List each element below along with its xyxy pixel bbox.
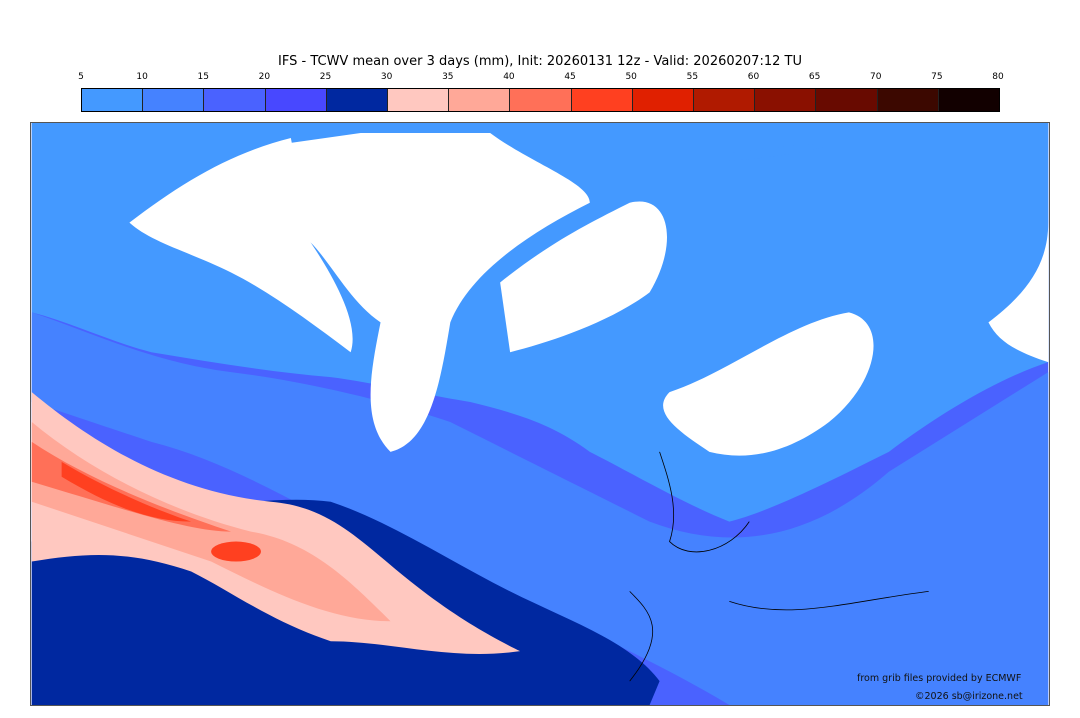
- moist-plume-mid: [31, 421, 391, 622]
- colorbar-tick-label: 30: [380, 72, 393, 82]
- colorbar-tick-label: 80: [992, 72, 1004, 82]
- colorbar-ticks: 5 10 15 20 25 30 35 40 45 50 55 60 65 70 75 80: [78, 72, 1004, 84]
- map-title: IFS - TCWV mean over 3 days (mm), Init: …: [278, 54, 802, 69]
- colorbar-segment: [816, 89, 878, 111]
- colorbar-tick-label: 35: [442, 72, 454, 82]
- source-credit: from grib files provided by ECMWF: [857, 673, 1022, 684]
- colorbar-segment: [938, 89, 1000, 111]
- colorbar-tick-label: 70: [869, 72, 882, 82]
- greenland-coast: [500, 201, 668, 353]
- moist-plume-core: [31, 441, 232, 532]
- arctic-ocean-band: [729, 144, 830, 161]
- colorbar-segment: [755, 89, 817, 111]
- moist-spot: [211, 541, 261, 562]
- colorbar-segment: [571, 89, 633, 111]
- colorbar: [81, 88, 1000, 112]
- colorbar-tick-label: 20: [258, 72, 271, 82]
- greenland-ice-low: [286, 132, 590, 452]
- colorbar-segment: [694, 89, 756, 111]
- colorbar-tick-label: 75: [931, 72, 943, 82]
- mid-band: [31, 312, 1049, 705]
- colorbar-tick-label: 65: [808, 72, 821, 82]
- colorbar-segment: [388, 89, 450, 111]
- colorbar-segment: [204, 89, 266, 111]
- coastline-europe: [629, 451, 929, 682]
- colorbar-segment: [265, 89, 327, 111]
- colorbar-tick-label: 15: [197, 72, 209, 82]
- copyright-credit: ©2026 sb@irizone.net: [915, 691, 1023, 702]
- colorbar-tick-label: 40: [503, 72, 515, 82]
- colorbar-segment: [510, 89, 572, 111]
- colorbar-tick-label: 55: [686, 72, 699, 82]
- tcwv-map: [30, 122, 1050, 706]
- colorbar-tick-label: 10: [136, 72, 148, 82]
- moist-plume-light: [31, 392, 521, 654]
- scandinavia-dry: [663, 312, 874, 456]
- colorbar-tick-label: 45: [564, 72, 576, 82]
- colorbar-tick-label: 25: [319, 72, 332, 82]
- colorbar-tick-label: 50: [625, 72, 637, 82]
- colorbar-tick-label: 5: [78, 72, 84, 82]
- arctic-canada-dry: [129, 137, 353, 353]
- russia-dry: [988, 222, 1049, 363]
- colorbar-tick-label: 60: [747, 72, 760, 82]
- colorbar-segment: [449, 89, 511, 111]
- colorbar-segment: [632, 89, 695, 111]
- colorbar-segment: [326, 89, 389, 111]
- colorbar-segment: [82, 89, 144, 111]
- colorbar-segment: [143, 89, 205, 111]
- colorbar-segment: [877, 89, 939, 111]
